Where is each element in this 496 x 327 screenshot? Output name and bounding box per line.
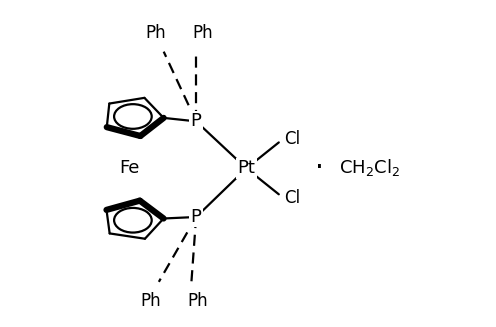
Text: Cl: Cl (284, 189, 300, 207)
Text: Ph: Ph (187, 292, 208, 310)
Text: Ph: Ph (140, 292, 161, 310)
Text: Fe: Fe (120, 159, 140, 177)
Text: Ph: Ph (192, 24, 213, 42)
Text: Ph: Ph (145, 24, 166, 42)
Text: CH$_2$Cl$_2$: CH$_2$Cl$_2$ (339, 157, 400, 178)
Text: Cl: Cl (284, 130, 300, 148)
Text: P: P (190, 112, 201, 130)
Text: ·: · (315, 154, 324, 182)
Text: P: P (190, 208, 201, 226)
Text: Pt: Pt (238, 159, 255, 177)
